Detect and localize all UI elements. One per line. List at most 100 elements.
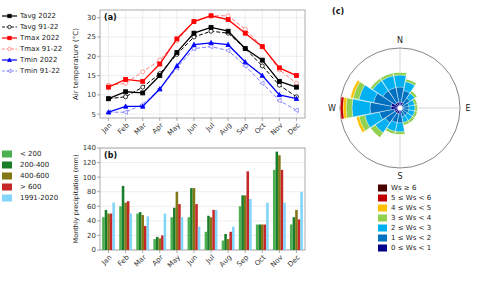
tick — [97, 235, 100, 236]
wind-bar — [393, 72, 406, 74]
marker — [260, 45, 264, 49]
marker — [294, 96, 298, 100]
marker — [209, 14, 213, 18]
bar — [278, 155, 281, 250]
polar-frame — [340, 48, 460, 168]
legend-label: Tmax 2022 — [19, 34, 60, 42]
tick-label: Nov — [269, 121, 284, 136]
wind-bar — [415, 112, 418, 118]
marker — [294, 85, 298, 89]
marker — [158, 62, 162, 66]
legend-swatch — [378, 195, 387, 202]
grid-line — [100, 37, 305, 38]
tick — [97, 17, 100, 18]
tick-label: Nov — [269, 253, 284, 268]
bar — [276, 152, 279, 250]
wind-bar — [406, 79, 417, 86]
wind-bar — [417, 105, 418, 112]
wind-bar — [370, 128, 379, 137]
wind-bar — [340, 97, 341, 119]
tick-label: Sep — [235, 121, 250, 136]
bar — [129, 214, 132, 250]
legend-label: > 600 — [20, 183, 41, 191]
marker — [260, 81, 264, 85]
marker — [106, 110, 110, 114]
bar — [112, 203, 115, 250]
legend-label: 0 ≤ Ws < 1 — [391, 244, 431, 252]
tick-label: Jun — [185, 253, 199, 267]
wind-bar — [380, 73, 393, 81]
tick-label: Apr — [151, 121, 165, 135]
tick-label: May — [166, 121, 182, 137]
tick — [97, 220, 100, 221]
grid-line — [193, 10, 194, 118]
bar — [119, 206, 122, 250]
tick-label: Feb — [116, 121, 131, 136]
marker — [123, 104, 127, 108]
panel-label: (c) — [332, 7, 344, 16]
wind-bar — [395, 132, 405, 135]
marker — [107, 85, 111, 89]
tick — [193, 250, 194, 253]
tick — [228, 118, 229, 121]
marker — [277, 66, 281, 70]
bar — [222, 241, 225, 250]
bar — [229, 232, 232, 250]
legend-label: 2 ≤ Ws < 3 — [391, 224, 431, 232]
tick-label: 20 — [87, 53, 96, 61]
tick — [97, 148, 100, 149]
marker — [192, 42, 196, 46]
wind-bar — [410, 118, 415, 123]
panel-label: (b) — [104, 151, 117, 160]
bar — [298, 219, 301, 250]
wind-bar — [410, 118, 415, 123]
tick — [97, 177, 100, 178]
bar — [105, 210, 108, 250]
legend-swatch — [378, 205, 387, 212]
wind-bar — [410, 91, 417, 98]
marker — [243, 47, 247, 51]
wind-bar — [395, 134, 405, 135]
marker — [141, 91, 145, 95]
marker — [124, 95, 128, 99]
wind-bar — [406, 79, 416, 83]
bar — [264, 225, 267, 251]
tick-label: Jan — [100, 253, 114, 267]
wind-bar — [350, 80, 360, 98]
wind-bar — [340, 97, 344, 119]
wind-bar — [404, 123, 410, 126]
wind-bar — [389, 87, 399, 103]
tick-label: W — [328, 104, 336, 113]
marker — [141, 70, 145, 74]
bar — [156, 237, 159, 250]
bar — [144, 226, 147, 250]
bar — [249, 199, 252, 250]
line — [109, 16, 297, 85]
tick — [262, 250, 263, 253]
marker — [243, 31, 247, 35]
marker — [243, 60, 247, 64]
bar — [246, 171, 249, 250]
bar — [256, 225, 259, 251]
tick — [97, 94, 100, 95]
marker — [226, 48, 230, 52]
tick-label: Mar — [133, 253, 148, 268]
grid-line — [296, 10, 297, 118]
bar — [290, 225, 293, 251]
tick — [97, 56, 100, 57]
marker — [141, 85, 145, 89]
marker — [277, 92, 281, 96]
tick-label: 80 — [87, 188, 96, 196]
bar — [110, 214, 113, 250]
bar-panel: 020406080100120140JanFebMarAprMayJunJulA… — [2, 144, 305, 269]
bar — [122, 186, 125, 250]
bar — [181, 217, 184, 250]
marker — [7, 69, 11, 73]
tick-label: Mar — [133, 121, 148, 136]
wind-bar — [417, 105, 418, 112]
wind-bar — [352, 99, 371, 117]
center-dot — [398, 106, 403, 111]
plot-frame — [100, 148, 305, 250]
wind-bar — [408, 116, 414, 122]
line — [109, 16, 297, 87]
